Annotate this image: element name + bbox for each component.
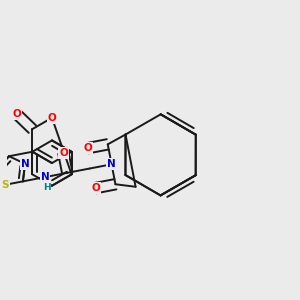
- Text: O: O: [59, 148, 68, 158]
- Text: N: N: [107, 159, 116, 169]
- Text: O: O: [12, 109, 21, 119]
- Text: H: H: [43, 183, 51, 192]
- Text: N: N: [21, 159, 29, 169]
- Text: N: N: [41, 172, 50, 182]
- Text: O: O: [91, 183, 100, 193]
- Text: O: O: [48, 113, 56, 123]
- Text: S: S: [2, 180, 9, 190]
- Text: O: O: [83, 143, 92, 153]
